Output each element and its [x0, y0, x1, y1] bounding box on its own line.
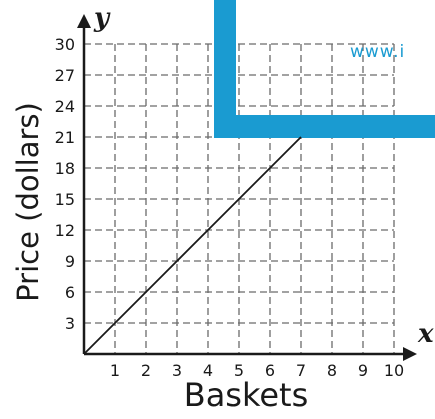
x-tick-label: 1	[110, 361, 120, 380]
watermark-url-text: www.i	[350, 42, 405, 62]
y-axis-title: Price (dollars)	[11, 102, 45, 302]
y-tick-label: 9	[65, 252, 75, 271]
x-axis-arrow	[403, 347, 417, 361]
y-tick-label: 15	[55, 190, 75, 209]
axes	[77, 14, 417, 361]
y-tick-label: 18	[55, 159, 75, 178]
x-tick-label: 5	[234, 361, 244, 380]
x-tick-label: 4	[203, 361, 213, 380]
y-tick-label: 24	[55, 97, 75, 116]
x-tick-label: 2	[141, 361, 151, 380]
blue-corner-overlay	[214, 0, 435, 138]
y-tick-label: 12	[55, 221, 75, 240]
data-series	[83, 136, 302, 355]
y-tick-label: 6	[65, 283, 75, 302]
series-line	[83, 136, 302, 355]
x-axis-title: Baskets	[184, 376, 309, 414]
x-tick-label: 6	[265, 361, 275, 380]
y-axis-variable: y	[93, 3, 111, 33]
y-tick-labels: 3 6 9 12 15 18 21 24 27 30	[55, 35, 75, 333]
y-tick-label: 21	[55, 128, 75, 147]
x-tick-label: 10	[384, 361, 404, 380]
y-axis-arrow	[77, 14, 91, 28]
x-axis-variable: x	[417, 319, 434, 349]
x-tick-label: 3	[172, 361, 182, 380]
y-tick-label: 27	[55, 66, 75, 85]
x-tick-labels: 1 2 3 4 5 6 7 8 9 10	[110, 361, 404, 380]
y-tick-label: 3	[65, 314, 75, 333]
x-tick-label: 8	[327, 361, 337, 380]
y-tick-label: 30	[55, 35, 75, 54]
x-tick-label: 9	[358, 361, 368, 380]
x-tick-label: 7	[296, 361, 306, 380]
